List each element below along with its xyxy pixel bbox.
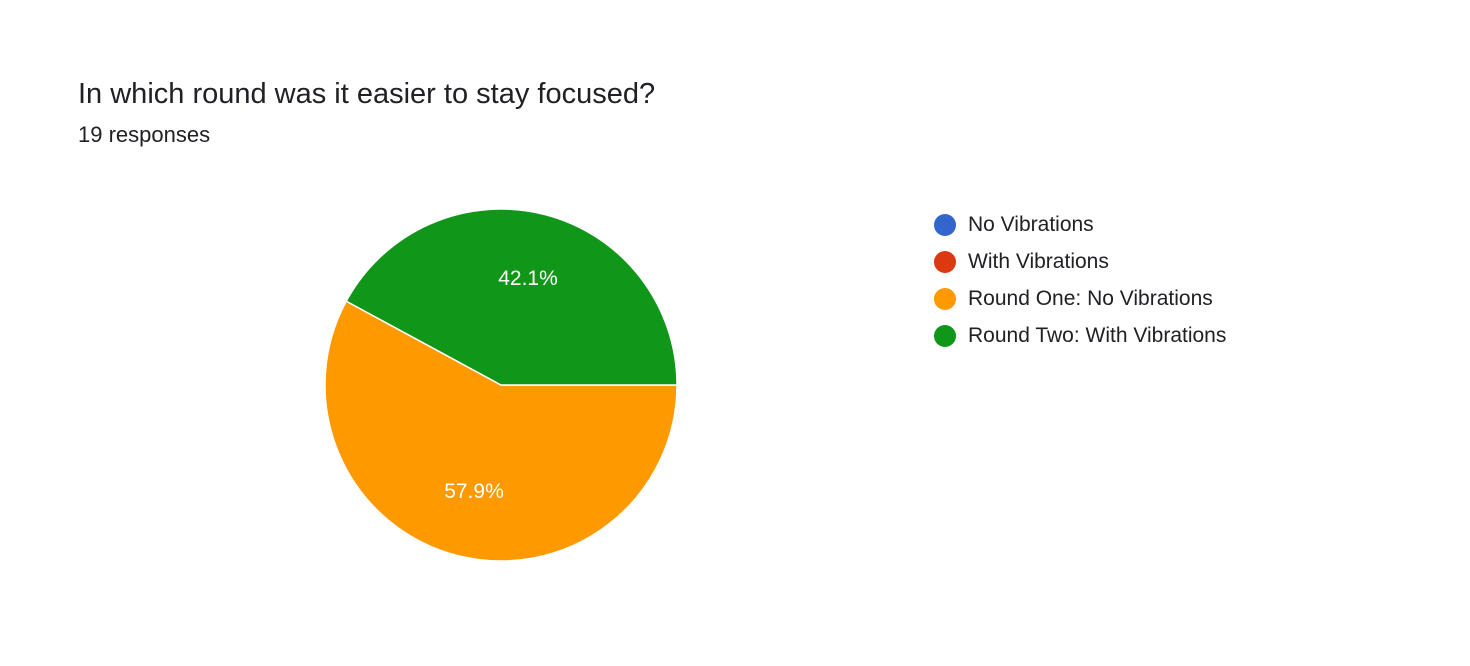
legend-swatch-round-two [934, 324, 956, 347]
legend-swatch-round-one [934, 287, 956, 310]
slice-label-round-one: 57.9% [444, 480, 504, 503]
pie-slice-round-two[interactable] [345, 208, 678, 386]
chart-title: In which round was it easier to stay foc… [78, 78, 656, 110]
legend-label-with-vibrations: With Vibrations [968, 249, 1109, 273]
legend-swatch-with-vibrations [934, 250, 956, 273]
chart-legend: No Vibrations With Vibrations Round One:… [934, 206, 1226, 354]
legend-label-no-vibrations: No Vibrations [968, 212, 1094, 236]
legend-label-round-two: Round Two: With Vibrations [968, 323, 1227, 347]
legend-swatch-no-vibrations [934, 213, 956, 236]
legend-item-no-vibrations[interactable]: No Vibrations [934, 206, 1226, 243]
legend-item-round-one[interactable]: Round One: No Vibrations [934, 280, 1226, 317]
response-count: 19 responses [78, 122, 211, 147]
slice-label-round-two: 42.1% [498, 267, 558, 290]
legend-label-round-one: Round One: No Vibrations [968, 286, 1213, 310]
legend-item-with-vibrations[interactable]: With Vibrations [934, 243, 1226, 280]
legend-item-round-two[interactable]: Round Two: With Vibrations [934, 317, 1226, 354]
pie-slice-round-one[interactable] [324, 300, 678, 562]
